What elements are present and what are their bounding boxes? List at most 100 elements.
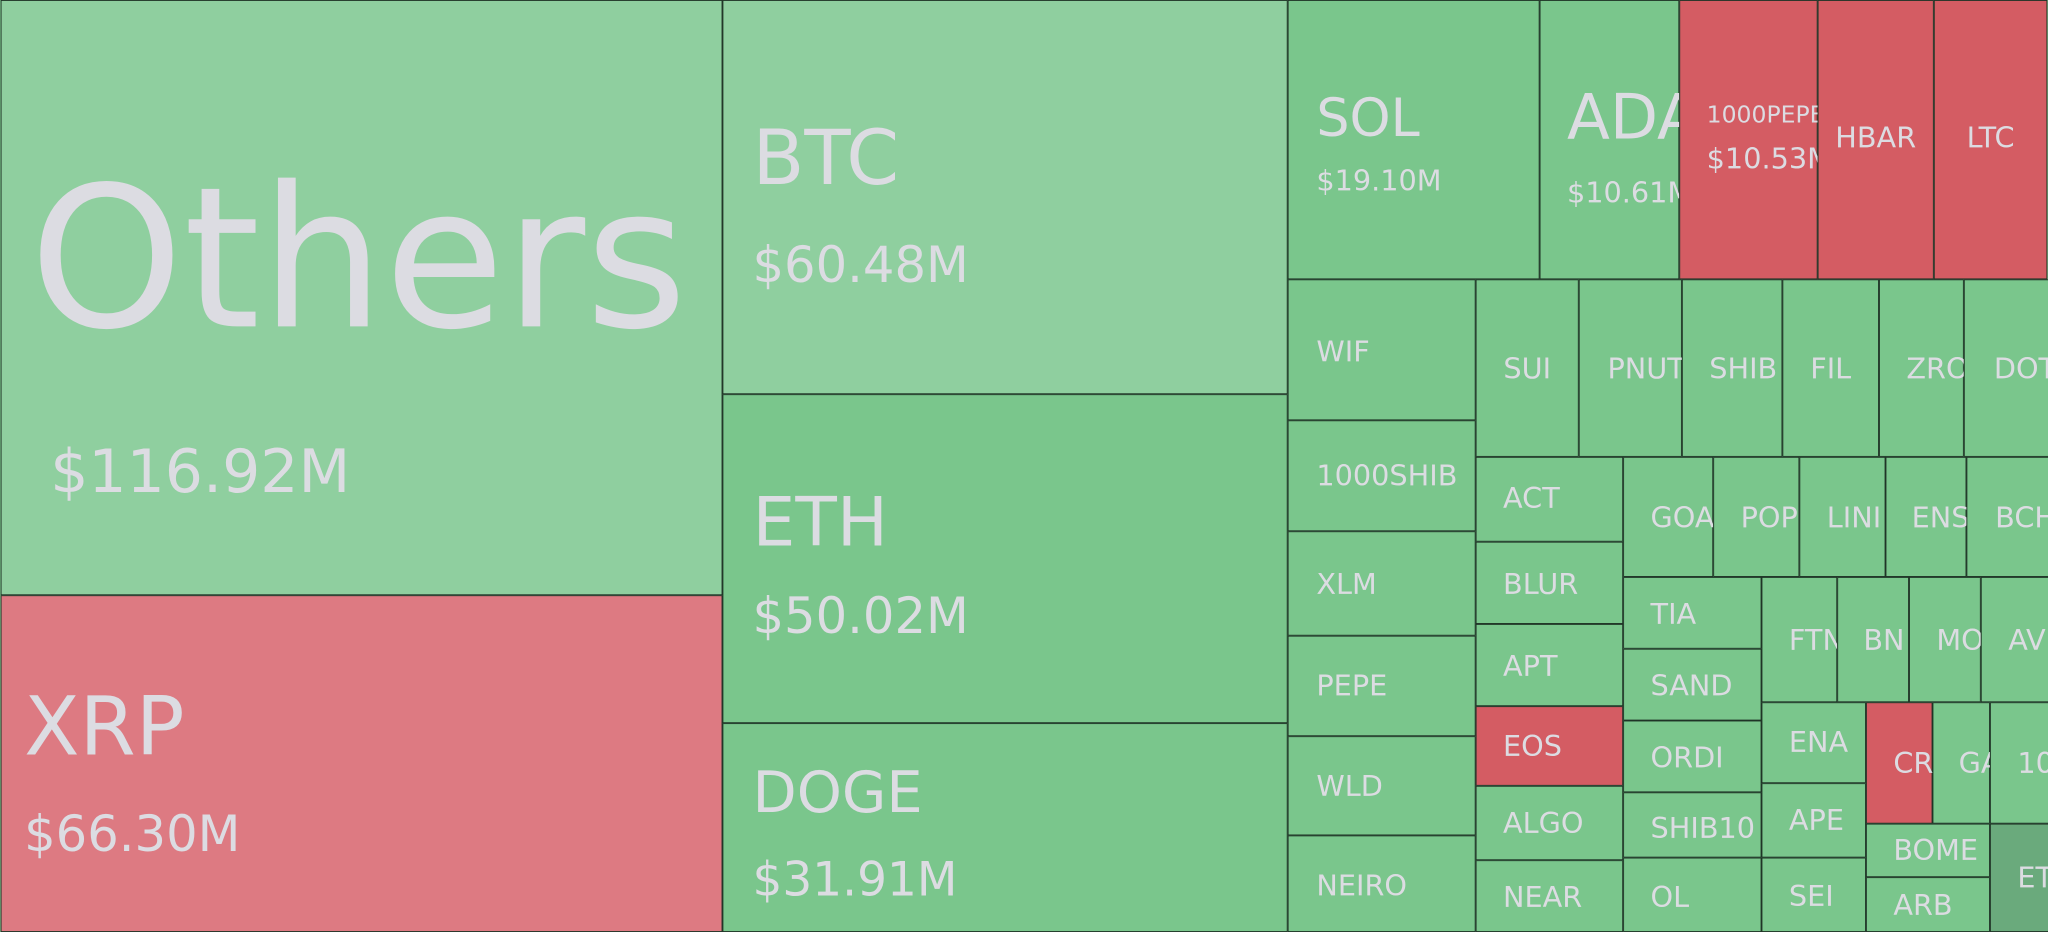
- tile-background: [1287, 420, 1476, 532]
- tile[interactable]: EOS: [1475, 706, 1624, 786]
- tile-label: LTC: [1967, 121, 2015, 155]
- tile[interactable]: ACT: [1475, 456, 1624, 542]
- tile-value: $60.48M: [752, 236, 968, 294]
- tile[interactable]: NEIRO: [1287, 835, 1476, 932]
- tile-label: NEIRO: [1316, 868, 1407, 902]
- tile-background: [1713, 456, 1800, 577]
- tile-label: FIL: [1810, 352, 1851, 386]
- tile-background: [1475, 623, 1624, 707]
- tile-background: [1475, 706, 1624, 786]
- tile[interactable]: PEPE: [1287, 635, 1476, 737]
- tile[interactable]: NEAR: [1475, 860, 1624, 932]
- tile[interactable]: APT: [1475, 623, 1624, 707]
- tile[interactable]: ADA $10.61M: [1539, 0, 1700, 280]
- tile-label: FTN: [1789, 623, 1844, 657]
- tile-background: [1865, 702, 1933, 824]
- tile-background: [1799, 456, 1886, 577]
- tile-background: [1761, 783, 1866, 858]
- tile[interactable]: SEI: [1761, 857, 1866, 932]
- tile-label: ACT: [1503, 481, 1560, 515]
- tile-label: GOA: [1651, 500, 1715, 534]
- tile-background: [1865, 823, 1990, 878]
- tile[interactable]: BTC $60.48M: [722, 0, 1288, 395]
- tile[interactable]: DOGE $31.91M: [722, 723, 1288, 932]
- tile-background: [1287, 635, 1476, 737]
- tile-background: [1909, 576, 1981, 703]
- tile[interactable]: ORDI: [1623, 720, 1762, 793]
- tile[interactable]: 1000PEPE $10.53M: [1679, 0, 1832, 280]
- tile[interactable]: AV: [1980, 576, 2048, 703]
- tile[interactable]: ZRO: [1878, 279, 1969, 457]
- tile-background: [1989, 823, 2048, 932]
- tile[interactable]: SHIB10: [1623, 792, 1762, 858]
- tile[interactable]: SUI: [1475, 279, 1579, 457]
- tile[interactable]: APE: [1761, 783, 1866, 858]
- tile[interactable]: ETH $50.02M: [722, 394, 1288, 724]
- tile-background: [1837, 576, 1910, 703]
- tile-label: Others: [29, 145, 687, 373]
- tile-background: [1623, 857, 1762, 932]
- tile[interactable]: LINI: [1799, 456, 1886, 577]
- tile[interactable]: BLUR: [1475, 541, 1624, 624]
- tile-background: [1623, 576, 1762, 649]
- tile-label: BN: [1863, 623, 1904, 657]
- tile-background: [1623, 792, 1762, 858]
- tile[interactable]: 1000SHIB: [1287, 420, 1476, 532]
- tile-label: OL: [1651, 880, 1690, 914]
- tile-label: SHIB10: [1651, 811, 1755, 845]
- tile-label: WIF: [1316, 335, 1369, 369]
- tile-label: ORDI: [1651, 741, 1724, 775]
- tile-background: [1817, 0, 1934, 280]
- tile-label: SEI: [1789, 879, 1834, 913]
- tile-background: [1539, 0, 1680, 280]
- tile[interactable]: Others $116.92M: [0, 0, 723, 596]
- tile[interactable]: ALGO: [1475, 785, 1624, 861]
- tile-label: ZRO: [1906, 352, 1968, 386]
- tile[interactable]: 10: [1989, 702, 2048, 824]
- tile-label: DOT: [1994, 352, 2048, 386]
- tile-background: [722, 394, 1288, 724]
- tile-label: PNUT: [1607, 352, 1685, 386]
- tile[interactable]: CR: [1865, 702, 1933, 824]
- tile[interactable]: WLD: [1287, 736, 1476, 836]
- tile[interactable]: GOA: [1623, 456, 1715, 577]
- tile[interactable]: OL: [1623, 857, 1762, 932]
- tile[interactable]: ENS: [1885, 456, 1970, 577]
- tile[interactable]: BOME: [1865, 823, 1990, 878]
- tile[interactable]: XRP $66.30M: [0, 595, 723, 932]
- tile-background: [0, 595, 723, 932]
- tile-background: [1475, 860, 1624, 932]
- tile[interactable]: SOL $19.10M: [1287, 0, 1540, 280]
- tile[interactable]: DOT: [1963, 279, 2048, 457]
- tile-value: $116.92M: [50, 437, 350, 507]
- tile[interactable]: POP: [1713, 456, 1800, 577]
- tile-value: $19.10M: [1316, 164, 1441, 198]
- tile[interactable]: TIA: [1623, 576, 1762, 649]
- tile[interactable]: GA: [1932, 702, 2001, 824]
- tile-label: SAND: [1651, 669, 1733, 703]
- tile[interactable]: WIF: [1287, 279, 1476, 421]
- tile-background: [722, 0, 1288, 395]
- tile-background: [1681, 279, 1783, 457]
- tile[interactable]: BCH: [1966, 456, 2048, 577]
- tile[interactable]: FTN: [1761, 576, 1844, 703]
- tile[interactable]: MO: [1909, 576, 1984, 703]
- tile[interactable]: BN: [1837, 576, 1910, 703]
- tile-value: $10.53M: [1707, 141, 1832, 175]
- tile[interactable]: ENA: [1761, 702, 1866, 784]
- tile[interactable]: XLM: [1287, 531, 1476, 636]
- tile[interactable]: PNUT: [1578, 279, 1686, 457]
- tile-label: 10: [2017, 746, 2048, 780]
- tile[interactable]: LTC: [1933, 0, 2048, 280]
- tile[interactable]: SAND: [1623, 648, 1762, 721]
- tile-label: APT: [1503, 649, 1558, 683]
- tile[interactable]: FIL: [1782, 279, 1879, 457]
- tile-background: [1287, 0, 1540, 280]
- tile-label: MO: [1936, 623, 1983, 657]
- tile-label: TIA: [1650, 597, 1697, 631]
- tile[interactable]: HBAR: [1817, 0, 1934, 280]
- tile[interactable]: ET: [1989, 823, 2048, 932]
- tile[interactable]: SHIB: [1681, 279, 1783, 457]
- tile-label: GA: [1959, 746, 2001, 780]
- tile[interactable]: ARB: [1865, 877, 1990, 932]
